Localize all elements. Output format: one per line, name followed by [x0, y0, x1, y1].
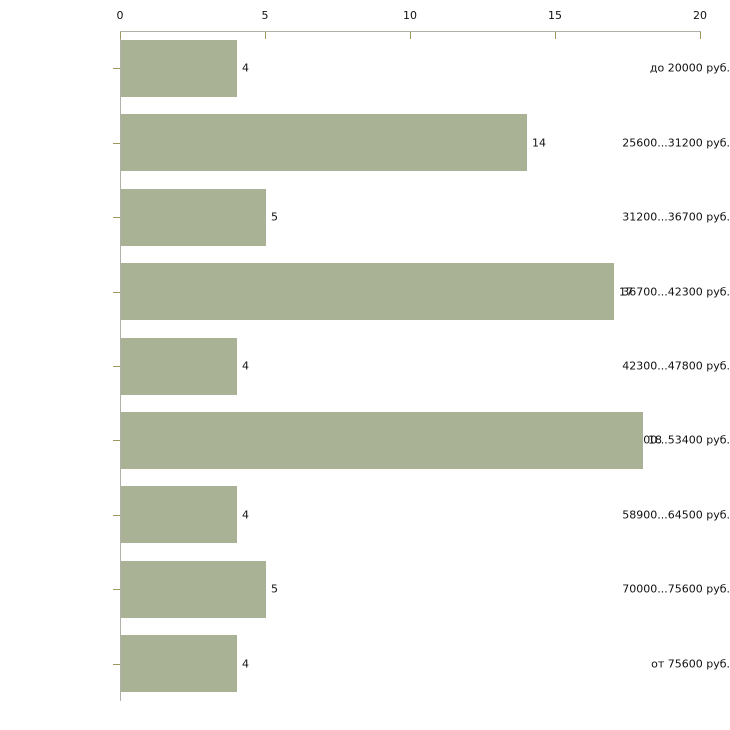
category-label-5: 47800...53400 руб. — [622, 433, 730, 447]
bar[interactable] — [121, 561, 266, 618]
bar-value-label: 4 — [242, 359, 249, 373]
bar-value-label: 4 — [242, 508, 249, 522]
y-tick-6 — [113, 515, 120, 516]
bar-value-label: 5 — [271, 210, 278, 224]
y-tick-5 — [113, 440, 120, 441]
y-tick-1 — [113, 143, 120, 144]
bar-value-label: 4 — [242, 657, 249, 671]
y-axis-line — [120, 31, 121, 701]
category-label-1: 25600...31200 руб. — [622, 136, 730, 150]
y-tick-7 — [113, 589, 120, 590]
bar[interactable] — [121, 412, 643, 469]
category-label-8: от 75600 руб. — [651, 657, 730, 671]
bar[interactable] — [121, 40, 237, 97]
x-tick-4 — [700, 32, 701, 39]
x-tick-label-4: 20 — [693, 9, 707, 22]
bar-value-label: 4 — [242, 61, 249, 75]
x-tick-label-1: 5 — [261, 9, 269, 22]
category-label-4: 42300...47800 руб. — [622, 359, 730, 373]
x-tick-label-2: 10 — [403, 9, 417, 22]
category-label-0: до 20000 руб. — [649, 61, 730, 75]
category-label-2: 31200...36700 руб. — [622, 210, 730, 224]
x-tick-2 — [410, 32, 411, 39]
bar[interactable] — [121, 338, 237, 395]
bar[interactable] — [121, 486, 237, 543]
bar[interactable] — [121, 635, 237, 692]
y-tick-8 — [113, 664, 120, 665]
bar-value-label: 5 — [271, 582, 278, 596]
y-tick-4 — [113, 366, 120, 367]
y-tick-2 — [113, 217, 120, 218]
category-label-3: 36700...42300 руб. — [622, 285, 730, 299]
category-label-6: 58900...64500 руб. — [622, 508, 730, 522]
x-tick-1 — [265, 32, 266, 39]
y-tick-3 — [113, 292, 120, 293]
category-label-7: 70000...75600 руб. — [622, 582, 730, 596]
bar-value-label: 17 — [619, 285, 633, 299]
bar[interactable] — [121, 263, 614, 320]
bar-value-label: 18 — [648, 433, 662, 447]
x-tick-label-0: 0 — [116, 9, 124, 22]
x-tick-label-3: 15 — [548, 9, 562, 22]
x-tick-0 — [120, 32, 121, 39]
y-tick-0 — [113, 68, 120, 69]
bar[interactable] — [121, 189, 266, 246]
x-axis-line — [120, 31, 701, 32]
bar[interactable] — [121, 114, 527, 171]
x-tick-3 — [555, 32, 556, 39]
bar-value-label: 14 — [532, 136, 546, 150]
